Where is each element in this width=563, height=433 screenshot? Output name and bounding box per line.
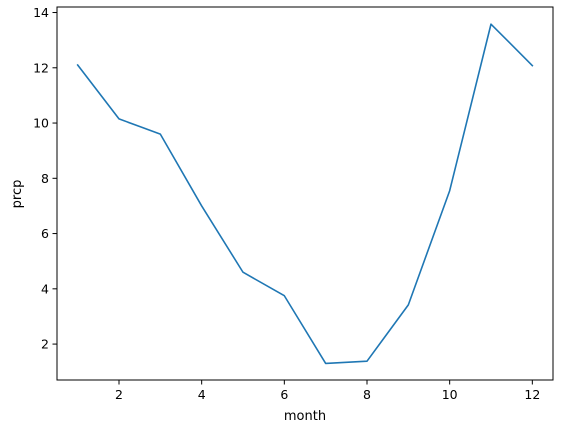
y-axis-label: prcp: [10, 180, 25, 209]
x-tick-label: 10: [442, 387, 458, 402]
y-tick-label: 4: [41, 281, 49, 296]
plot-area: [56, 6, 554, 381]
x-tick-label: 4: [198, 387, 206, 402]
y-tick-label: 10: [33, 116, 49, 131]
series-layer: [76, 23, 534, 365]
series-line-1: [76, 23, 534, 365]
x-tick-label: 6: [280, 387, 288, 402]
y-axis-ticks: 2 4 6 8 10 12 14: [33, 5, 57, 352]
x-axis-label: month: [284, 409, 326, 424]
y-tick-label: 14: [33, 5, 49, 20]
x-tick-label: 8: [363, 387, 371, 402]
x-tick-label: 12: [524, 387, 540, 402]
x-axis-ticks: 2 4 6 8 10 12: [115, 380, 540, 402]
y-tick-label: 2: [41, 337, 49, 352]
y-tick-label: 8: [41, 171, 49, 186]
y-tick-label: 6: [41, 226, 49, 241]
x-tick-label: 2: [115, 387, 123, 402]
y-tick-label: 12: [33, 60, 49, 75]
